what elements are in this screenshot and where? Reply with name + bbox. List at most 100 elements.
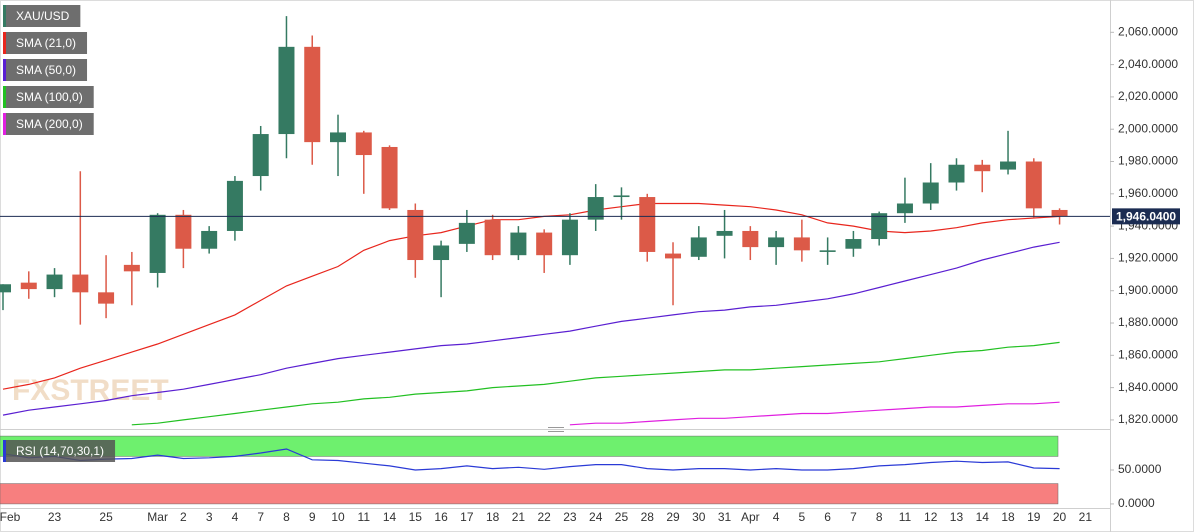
- x-tick-label: 13: [950, 510, 964, 524]
- x-tick-label: 7: [850, 510, 857, 524]
- candle-body: [46, 274, 63, 290]
- legend-item: SMA (100,0): [3, 86, 94, 108]
- y-tick-label: 1,840.0000: [1118, 380, 1178, 394]
- legend-label: SMA (21,0): [16, 36, 76, 50]
- x-tick-label: 14: [383, 510, 397, 524]
- y-tick-label: 2,060.0000: [1118, 24, 1178, 38]
- candle-body: [304, 46, 321, 143]
- legend-label: SMA (100,0): [16, 90, 83, 104]
- legend-label: SMA (50,0): [16, 63, 76, 77]
- candle-body: [201, 230, 218, 249]
- candle-body: [819, 250, 836, 252]
- candle-body: [226, 180, 243, 231]
- legend-swatch: [3, 86, 6, 108]
- candle-body: [665, 253, 682, 259]
- line-series: [2, 241, 1060, 416]
- legend-box: [3, 86, 94, 108]
- candle-body: [871, 213, 888, 240]
- y-tick-label: 1,860.0000: [1118, 347, 1178, 361]
- x-tick-label: 21: [512, 510, 526, 524]
- candle-body: [742, 230, 759, 248]
- x-tick-label: 29: [666, 510, 680, 524]
- legend-box: [3, 440, 116, 462]
- candle-body: [355, 132, 372, 156]
- x-tick-label: 2: [180, 510, 187, 524]
- last-price-label: 1,946.0400: [1116, 210, 1176, 224]
- candle-body: [536, 232, 553, 256]
- candle-body: [20, 282, 37, 290]
- legend-box: [3, 113, 94, 135]
- legend-item: SMA (21,0): [3, 32, 88, 54]
- x-tick-label: 4: [773, 510, 780, 524]
- candle-body: [793, 237, 810, 251]
- candle-body: [484, 219, 501, 256]
- x-tick-label: 10: [331, 510, 345, 524]
- x-tick-label: 4: [232, 510, 239, 524]
- y-tick-label: 1,960.0000: [1118, 186, 1178, 200]
- x-tick-label: 20: [1053, 510, 1067, 524]
- candle-body: [278, 46, 295, 135]
- x-tick-label: 15: [409, 510, 423, 524]
- x-tick-label: 14: [976, 510, 990, 524]
- candle-body: [510, 232, 527, 256]
- x-tick-label: 6: [824, 510, 831, 524]
- x-tick-label: 23: [563, 510, 577, 524]
- y-tick-label: 2,020.0000: [1118, 89, 1178, 103]
- x-tick-label: 25: [99, 510, 113, 524]
- candle-body: [433, 245, 450, 261]
- legend-label: SMA (200,0): [16, 117, 83, 131]
- x-tick-label: 3: [206, 510, 213, 524]
- x-tick-label: 18: [486, 510, 500, 524]
- x-tick-label: 5: [799, 510, 806, 524]
- x-tick-label: Apr: [741, 510, 760, 524]
- candle-body: [1051, 209, 1068, 217]
- x-tick-label: 24: [589, 510, 603, 524]
- x-tick-label: 11: [899, 510, 912, 524]
- x-tick-label: 28: [641, 510, 655, 524]
- x-tick-label: 30: [692, 510, 706, 524]
- x-tick-label: Feb: [0, 510, 21, 524]
- y-tick-label: 1,980.0000: [1118, 154, 1178, 168]
- candle-body: [1025, 161, 1042, 209]
- candle-body: [149, 214, 166, 273]
- candle-body: [0, 284, 11, 293]
- y-tick-label: 2,040.0000: [1118, 57, 1178, 71]
- x-tick-label: 18: [1001, 510, 1015, 524]
- candle-body: [381, 146, 398, 209]
- legend-box: [3, 32, 88, 54]
- rsi-band: [0, 435, 1059, 457]
- x-tick-label: 7: [257, 510, 264, 524]
- y-tick-label: 1,820.0000: [1118, 412, 1178, 426]
- y-tick-label: 1,920.0000: [1118, 251, 1178, 265]
- candle-body: [690, 237, 707, 257]
- y-tick-label: 1,880.0000: [1118, 315, 1178, 329]
- last-price-box: [1112, 208, 1180, 225]
- legend-item: SMA (50,0): [3, 59, 88, 81]
- legend-item: XAU/USD: [3, 5, 81, 27]
- candle-body: [175, 214, 192, 249]
- x-tick-label: 12: [924, 510, 938, 524]
- line-series: [569, 401, 1060, 426]
- legend-label: XAU/USD: [16, 9, 70, 23]
- legend-swatch: [3, 440, 6, 462]
- legend-swatch: [3, 5, 6, 27]
- legend-item: SMA (200,0): [3, 113, 94, 135]
- x-tick-label: 8: [876, 510, 883, 524]
- x-tick-label: 31: [718, 510, 732, 524]
- x-tick-label: 21: [1079, 510, 1093, 524]
- x-tick-label: 23: [48, 510, 62, 524]
- candle-body: [72, 274, 89, 293]
- candle-body: [123, 264, 140, 272]
- candle-body: [768, 237, 785, 248]
- candle-body: [458, 222, 475, 244]
- x-tick-label: 9: [309, 510, 316, 524]
- candle-body: [845, 239, 862, 249]
- candle-body: [252, 134, 269, 177]
- y-tick-label: 2,000.0000: [1118, 121, 1178, 135]
- legend-item: RSI (14,70,30,1): [3, 440, 116, 462]
- candle-body: [716, 230, 733, 236]
- candle-body: [922, 182, 939, 204]
- candle-body: [639, 197, 656, 252]
